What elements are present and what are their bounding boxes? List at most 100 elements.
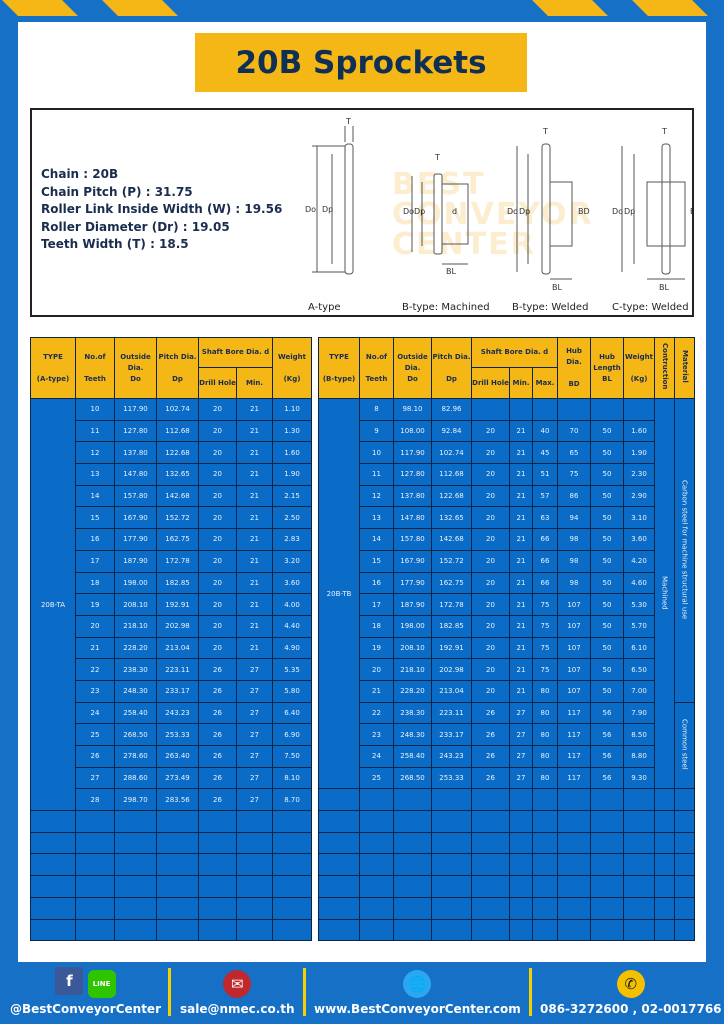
empty-cell	[318, 896, 360, 920]
cell-hub-dia: 107	[557, 636, 592, 660]
material-cell: Carbon steel for machine structural use	[674, 398, 696, 703]
empty-cell	[590, 896, 625, 920]
empty-cell	[359, 896, 394, 920]
cell-weight: 6.40	[272, 701, 312, 725]
chain-specs: Chain : 20B Chain Pitch (P) : 31.75 Roller…	[41, 166, 282, 254]
cell-hub-dia: 107	[557, 679, 592, 703]
cell-max-bore: 66	[531, 549, 559, 573]
empty-cell	[531, 896, 559, 920]
dim-label-bd: BD	[690, 207, 692, 216]
empty-cell	[431, 810, 472, 833]
cell-weight: 1.60	[272, 441, 312, 465]
table-row	[318, 853, 696, 877]
cell-min-bore: 21	[509, 463, 533, 486]
empty-cell	[557, 831, 592, 855]
empty-cell	[75, 918, 115, 942]
cell-outside-dia: 137.80	[393, 484, 432, 508]
cell-drill-hole: 20	[198, 506, 237, 530]
empty-cell	[557, 788, 592, 812]
cell-teeth: 23	[359, 723, 394, 746]
header-pitch-dia: Pitch Dia. Dp	[156, 337, 199, 399]
cell-drill-hole: 26	[198, 766, 237, 790]
footer-email[interactable]: ✉ sale@nmec.co.th	[180, 970, 295, 1016]
cell-weight: 4.40	[272, 614, 312, 638]
cell-min-bore: 21	[509, 636, 533, 660]
empty-cell	[674, 896, 696, 920]
cell-weight: 3.10	[623, 506, 656, 530]
cell-teeth: 17	[75, 549, 115, 573]
construction-cell: Machined	[654, 397, 676, 790]
type-caption-a: A-type	[308, 302, 341, 313]
cell-weight: 2.50	[272, 506, 312, 530]
cell-outside-dia: 238.30	[393, 701, 432, 725]
cell-weight: 5.30	[623, 593, 656, 616]
cell-teeth: 16	[75, 528, 115, 551]
cell-max-bore: 63	[531, 506, 559, 530]
cell-hub-length: 50	[590, 463, 625, 486]
cell-hub-dia: 107	[557, 593, 592, 616]
cell-hub-length: 50	[590, 484, 625, 508]
table-row	[30, 831, 312, 855]
decor-stripe	[102, 0, 178, 16]
dim-label-do: Do	[305, 205, 316, 214]
cell-drill-hole: 20	[198, 528, 237, 551]
spec-line: Roller Diameter (Dr) : 19.05	[41, 219, 230, 234]
cell-pitch-dia: 102.74	[431, 441, 472, 465]
empty-cell	[557, 810, 592, 833]
table-row: 15 167.90 152.72 20 21 66 98 50 4.20	[319, 549, 695, 573]
empty-cell	[30, 896, 76, 920]
cell-teeth: 14	[359, 528, 394, 551]
header-weight: Weight (Kg)	[272, 337, 312, 399]
cell-max-bore: 80	[531, 723, 559, 746]
cell-drill-hole: 20	[198, 463, 237, 486]
cell-pitch-dia: 172.78	[431, 593, 472, 616]
empty-cell	[359, 788, 394, 812]
cell-teeth: 10	[75, 398, 115, 421]
cell-drill-hole: 20	[471, 571, 510, 595]
table-row: 9 108.00 92.84 20 21 40 70 50 1.60	[319, 419, 695, 443]
dim-label-bl: BL	[446, 267, 456, 276]
table-row: 20B-TB 8 98.10 82.96 Machined Carbon steel fo…	[318, 397, 696, 790]
cell-pitch-dia: 152.72	[431, 549, 472, 573]
table-row	[30, 918, 312, 942]
facebook-icon: f	[55, 967, 84, 995]
table-row: 20 218.10 202.98 20 21 75 107 50 6.50	[319, 658, 695, 681]
table-row: 21 228.20 213.04 20 21 80 107 50 7.00	[319, 679, 695, 703]
cell-drill-hole: 26	[471, 745, 510, 768]
cell-pitch-dia: 112.68	[431, 463, 472, 486]
page-title: 20B Sprockets	[195, 33, 527, 92]
empty-cell	[509, 831, 533, 855]
cell-outside-dia: 268.50	[393, 766, 432, 790]
cell-min-bore: 21	[509, 549, 533, 573]
cell-drill-hole: 20	[471, 484, 510, 508]
empty-cell	[75, 896, 115, 920]
cell-drill-hole: 20	[198, 549, 237, 573]
spec-value: 19.56	[244, 202, 283, 216]
cell-min-bore: 21	[509, 614, 533, 638]
cell-min-bore: 27	[509, 723, 533, 746]
footer-social[interactable]: f LINE @BestConveyorCenter	[10, 967, 161, 1016]
empty-cell	[30, 875, 76, 898]
cell-weight: 8.50	[623, 723, 656, 746]
cell-outside-dia: 187.90	[393, 593, 432, 616]
cell-outside-dia: 157.80	[393, 528, 432, 551]
cell-min-bore: 21	[236, 636, 273, 660]
empty-cell	[236, 853, 273, 877]
divider	[168, 968, 171, 1016]
empty-cell	[471, 918, 510, 942]
footer-website[interactable]: 🌐 www.BestConveyorCenter.com	[314, 970, 521, 1016]
cell-min-bore: 27	[236, 745, 273, 768]
empty-cell	[623, 810, 656, 833]
table-row: 22 238.30 223.11 26 27 80 117 56 7.90 Common stee…	[319, 701, 696, 790]
cell-hub-dia	[557, 398, 592, 421]
empty-cell	[272, 831, 312, 855]
cell-pitch-dia: 243.23	[156, 701, 199, 725]
cell-teeth: 12	[359, 484, 394, 508]
dim-label-do: Do	[507, 207, 518, 216]
empty-cell	[75, 810, 115, 833]
header-type: TYPE (A-type)	[30, 337, 76, 399]
table-row	[30, 810, 312, 833]
footer-phone[interactable]: ✆ 086-3272600 , 02-0017766	[540, 970, 722, 1016]
empty-cell	[114, 831, 157, 855]
empty-cell	[393, 875, 432, 898]
